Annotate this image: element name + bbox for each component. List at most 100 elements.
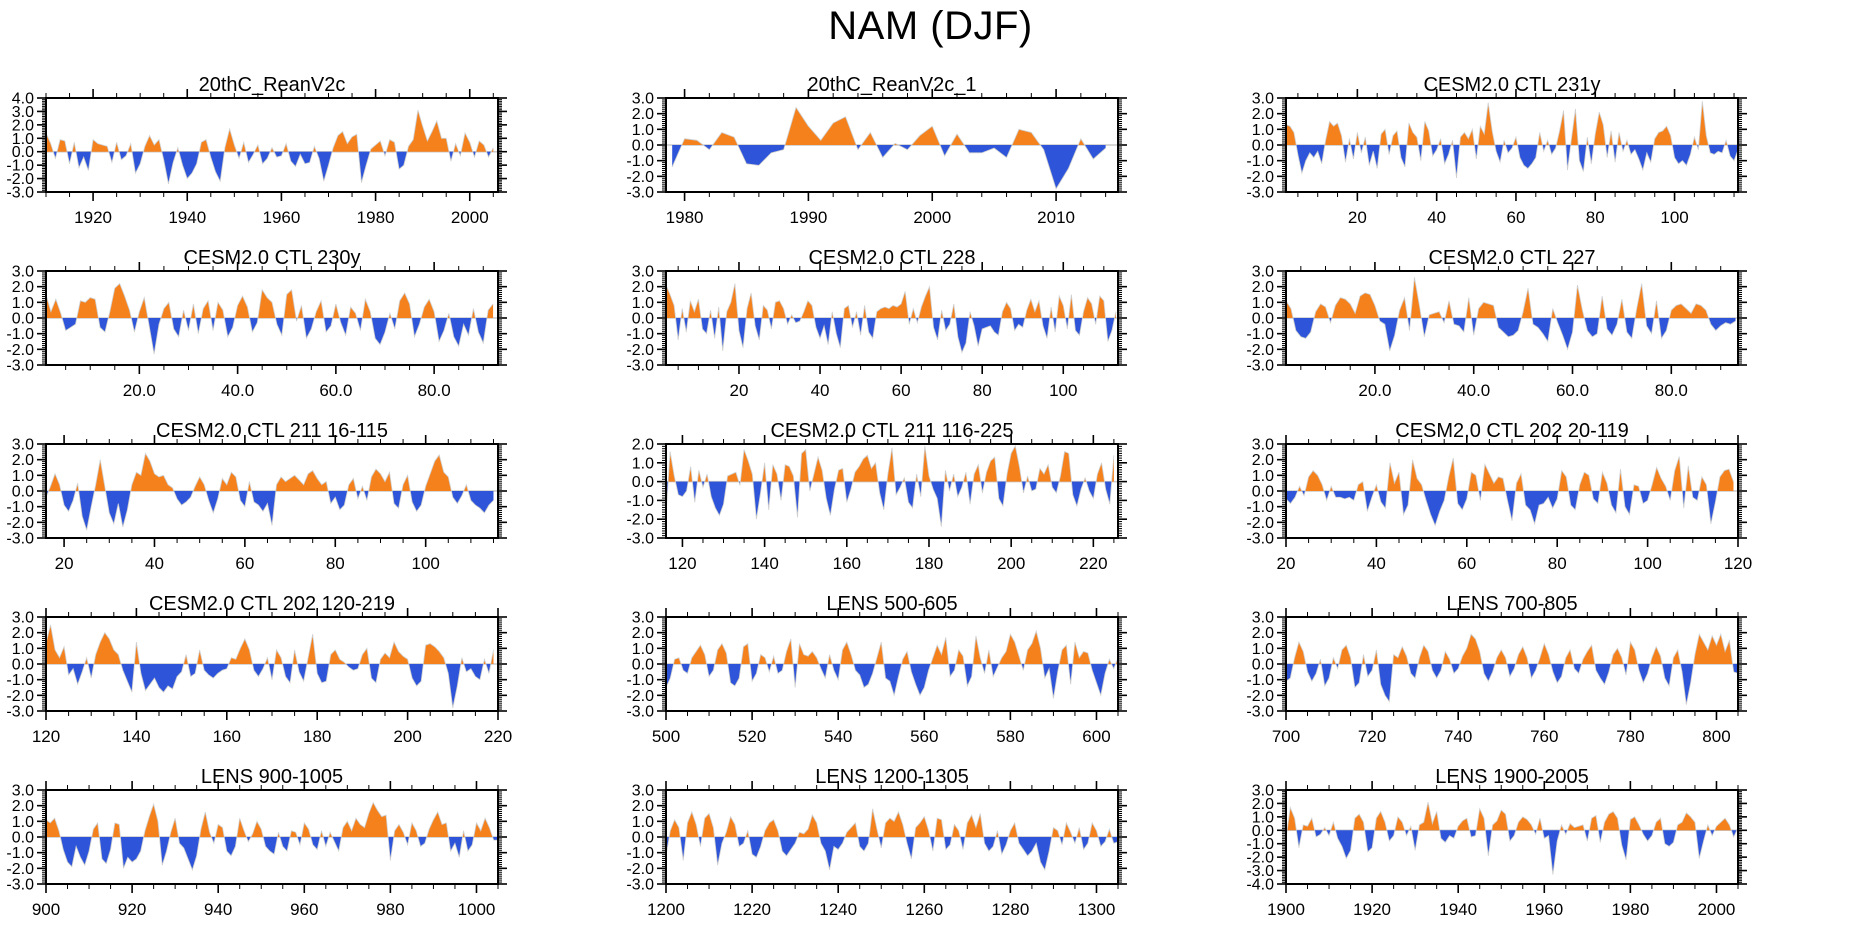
y-tick-label: 1.0 [12,468,34,485]
y-tick-label: 3.0 [12,610,34,627]
y-tick-label: -3.0 [626,358,654,375]
x-tick-label: 40 [1367,554,1386,573]
x-tick-label: 100 [1049,381,1077,400]
time-series-plot: CESM2.0 CTL 202 120-219 120 140 160 180 200 22… [6,593,512,746]
y-tick-label: 1.0 [12,641,34,658]
x-tick-label: 20 [55,554,74,573]
panel-title: LENS 1900-2005 [1435,766,1588,788]
time-series-plot: LENS 900-1005 900 920 940 960 980 1000 3.02.01.… [6,766,507,919]
x-tick-label: 20 [1348,208,1367,227]
x-tick-label: 40 [1427,208,1446,227]
y-tick-label: 0.0 [1252,657,1274,674]
time-series-plot: CESM2.0 CTL 228 20 40 60 80 100 3.02.01.00.0-1… [626,247,1127,400]
x-tick-label: 2000 [451,208,489,227]
y-tick-label: 1.0 [1252,641,1274,658]
y-tick-label: 1.0 [632,814,654,831]
series-outline [1285,802,1739,875]
y-tick-label: -3.0 [1246,863,1274,880]
x-tick-label: 2000 [913,208,951,227]
y-tick-label: -2.0 [6,861,34,878]
panel-title: CESM2.0 CTL 211 116-225 [770,420,1013,442]
y-tick-label: 3.0 [12,437,34,454]
y-tick-label: 2.0 [12,279,34,296]
y-tick-label: 0.0 [1252,823,1274,840]
chart-panel-9: CESM2.0 CTL 202 20-119 20 40 60 80 100 120 3.0 2… [1240,418,1860,591]
y-tick-label: -3.0 [1246,531,1274,548]
positive-anomaly-fill [46,453,494,491]
y-tick-label: -1.0 [626,672,654,689]
negative-anomaly-fill [46,837,498,870]
y-tick-label: 3.0 [1252,91,1274,108]
x-tick-label: 160 [833,554,861,573]
y-tick-label: 1.0 [1252,468,1274,485]
chart-panel-10: CESM2.0 CTL 202 120-219 120 140 160 180 200 22… [0,591,620,764]
x-tick-label: 60 [1457,554,1476,573]
positive-anomaly-fill [666,283,1116,318]
series-outline [45,452,494,531]
y-tick-label: 0.0 [12,484,34,501]
x-tick-label: 160 [213,727,241,746]
y-tick-label: -3.0 [6,358,34,375]
positive-anomaly-fill [46,283,494,318]
y-tick-label: -3.0 [6,531,34,548]
x-tick-label: 60 [235,554,254,573]
x-tick-label: 20.0 [1358,381,1391,400]
y-tick-label: 0.0 [12,311,34,328]
y-tick-label: 1.0 [632,122,654,139]
time-series-plot: CESM2.0 CTL 211 116-225 120 140 160 180 200 22… [626,420,1127,573]
y-tick-label: -2.0 [1246,850,1274,867]
y-tick-label: -1.0 [6,326,34,343]
y-tick-label: 1.0 [632,641,654,658]
y-tick-label: 3.0 [12,783,34,800]
y-tick-label: -1.0 [6,845,34,862]
y-tick-label: 3.0 [1252,264,1274,281]
x-tick-label: 40 [145,554,164,573]
x-tick-label: 20 [1277,554,1296,573]
y-tick-label: -1.0 [6,499,34,516]
y-tick-label: 2.0 [1252,279,1274,296]
y-tick-label: 0.0 [12,144,34,161]
x-tick-label: 80.0 [418,381,451,400]
x-tick-label: 100 [411,554,439,573]
positive-anomaly-fill [46,624,494,664]
time-series-plot: CESM2.0 CTL 230y 20.0 40.0 60.0 80.0 3.02.01.… [6,247,507,400]
y-tick-label: -1.0 [1246,499,1274,516]
x-tick-label: 600 [1082,727,1110,746]
negative-anomaly-fill [666,481,1114,527]
y-tick-label: 3.0 [12,264,34,281]
y-tick-label: 3.0 [632,264,654,281]
chart-panel-3: CESM2.0 CTL 231y 20 40 60 80 100 3.0 2.0 1.0 0.0-… [1240,72,1860,245]
y-tick-label: -2.0 [6,171,34,188]
y-tick-label: -3.0 [626,531,654,548]
plot-frame [1285,789,1739,885]
y-tick-label: 1.0 [1252,295,1274,312]
x-tick-label: 60.0 [319,381,352,400]
y-tick-label: -1.0 [626,845,654,862]
y-tick-label: 1.0 [632,455,654,472]
x-tick-label: 100 [1633,554,1661,573]
x-tick-label: 80 [1548,554,1567,573]
series-outline [1285,456,1734,527]
series-outline [665,444,1115,527]
x-tick-label: 1980 [357,208,395,227]
x-tick-label: 960 [290,900,318,919]
y-tick-label: -1.0 [1246,672,1274,689]
x-tick-label: 1980 [1611,900,1649,919]
chart-panel-2: 20thC_ReanV2c_1 1980 1990 2000 2010 3.0 2.0 1.0… [620,72,1240,245]
y-tick-label: -2.0 [1246,342,1274,359]
x-tick-label: 1000 [458,900,496,919]
plot-frame [665,616,1119,712]
y-tick-label: 0.0 [632,474,654,491]
positive-anomaly-fill [1286,634,1738,664]
panel-title: CESM2.0 CTL 202 20-119 [1395,420,1628,442]
panel-title: 20thC_ReanV2c [199,74,346,96]
plot-frame [1285,97,1739,193]
negative-anomaly-fill [666,837,1118,870]
x-tick-label: 1920 [1353,900,1391,919]
panel-title: LENS 900-1005 [201,766,343,788]
x-tick-label: 140 [122,727,150,746]
y-tick-label: 2.0 [632,437,654,454]
chart-panel-15: LENS 1900-2005 1900 1920 1940 1960 1980 2000 3.… [1240,764,1860,937]
plot-frame [665,789,1119,885]
